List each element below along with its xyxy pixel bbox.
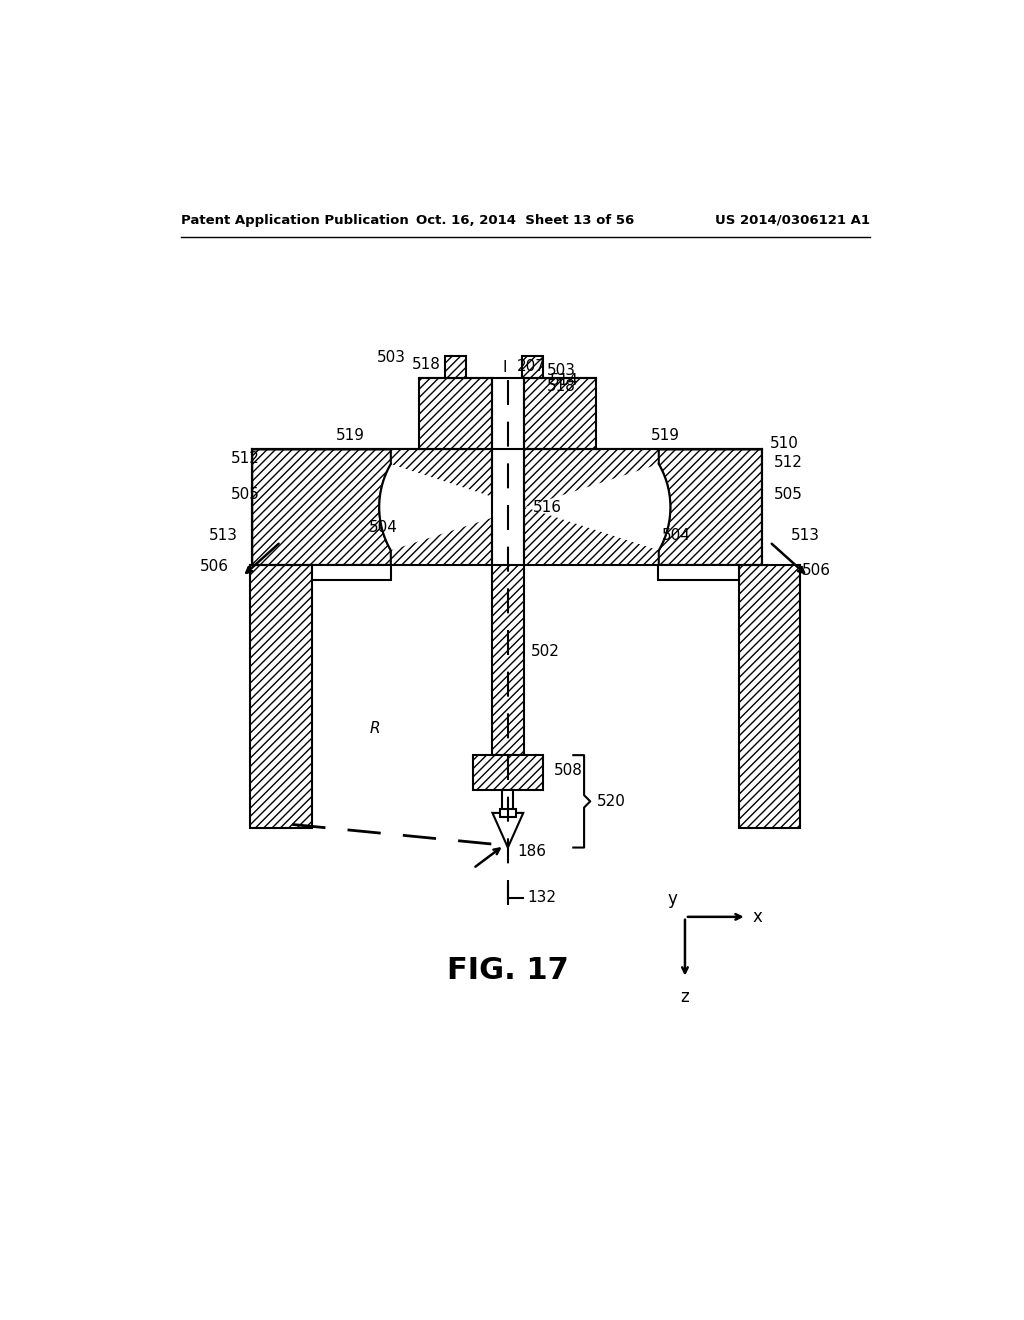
Polygon shape xyxy=(658,449,762,565)
Bar xyxy=(311,565,391,581)
Bar xyxy=(419,378,492,449)
Bar xyxy=(250,565,311,829)
Bar xyxy=(658,565,739,581)
Text: 519: 519 xyxy=(336,428,365,444)
Text: 513: 513 xyxy=(209,528,239,544)
Text: R: R xyxy=(370,721,380,735)
Text: 518: 518 xyxy=(412,358,441,372)
Text: I: I xyxy=(503,360,507,375)
Bar xyxy=(252,449,492,565)
Text: 516: 516 xyxy=(532,500,561,515)
Text: 518: 518 xyxy=(547,379,577,393)
Text: Patent Application Publication: Patent Application Publication xyxy=(180,214,409,227)
Bar xyxy=(524,449,762,565)
Text: Oct. 16, 2014  Sheet 13 of 56: Oct. 16, 2014 Sheet 13 of 56 xyxy=(416,214,634,227)
Polygon shape xyxy=(252,449,391,565)
Text: x: x xyxy=(753,908,763,925)
Text: 504: 504 xyxy=(662,528,691,544)
Text: z: z xyxy=(681,987,689,1006)
Text: 207: 207 xyxy=(517,359,546,374)
Bar xyxy=(739,565,801,829)
Text: 510: 510 xyxy=(770,436,799,451)
Text: 504: 504 xyxy=(370,520,398,536)
Bar xyxy=(473,755,543,789)
Text: 506: 506 xyxy=(802,562,831,578)
Polygon shape xyxy=(493,813,523,847)
Text: US 2014/0306121 A1: US 2014/0306121 A1 xyxy=(715,214,869,227)
Text: 520: 520 xyxy=(596,793,626,809)
Text: 502: 502 xyxy=(531,644,560,659)
Text: 503: 503 xyxy=(377,350,407,364)
Polygon shape xyxy=(379,465,671,550)
Bar xyxy=(500,809,515,817)
Text: 503: 503 xyxy=(547,363,577,378)
Bar xyxy=(444,356,466,378)
Text: 505: 505 xyxy=(231,487,260,503)
Text: 505: 505 xyxy=(773,487,803,503)
Bar xyxy=(521,356,544,378)
Text: y: y xyxy=(668,890,677,908)
Text: 506: 506 xyxy=(200,558,229,574)
Text: 132: 132 xyxy=(527,890,556,906)
Text: 519: 519 xyxy=(651,428,680,444)
Text: FIG. 17: FIG. 17 xyxy=(447,956,568,985)
Text: 508: 508 xyxy=(554,763,583,777)
Bar xyxy=(524,378,596,449)
Bar xyxy=(503,789,513,813)
Text: 512: 512 xyxy=(231,451,260,466)
Text: 513: 513 xyxy=(792,528,820,544)
Text: 514: 514 xyxy=(550,372,580,388)
Text: 512: 512 xyxy=(773,455,803,470)
Bar xyxy=(492,565,524,755)
Text: 186: 186 xyxy=(517,843,546,859)
